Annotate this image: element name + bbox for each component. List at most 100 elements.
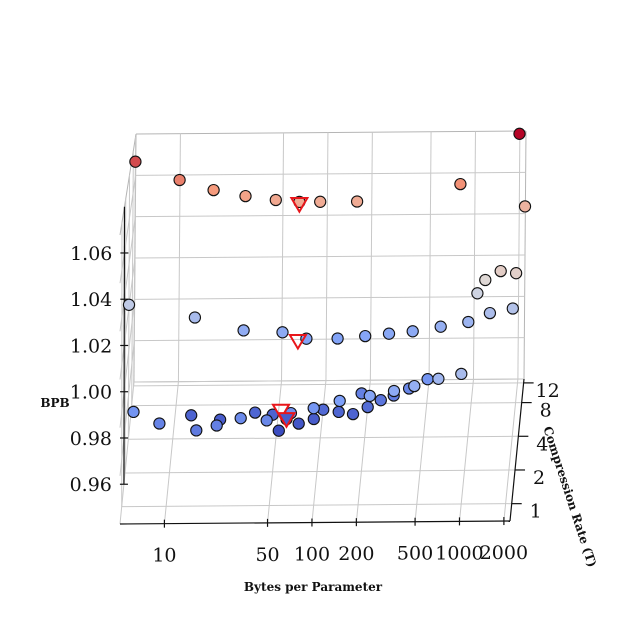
- y-floor-gridline: [128, 435, 519, 440]
- tick-labels: 10 50 100 200 500 100020001248120.960.981.001…: [70, 243, 560, 567]
- data-point: [361, 400, 374, 414]
- z-back-gridline: [134, 295, 525, 300]
- data-point: [455, 367, 468, 381]
- data-point: [382, 327, 396, 340]
- data-point: [234, 412, 247, 425]
- y-floor-gridline: [133, 382, 524, 387]
- data-point: [314, 195, 327, 208]
- data-point: [237, 324, 250, 337]
- data-point: [434, 320, 447, 333]
- z-left-gridline: [119, 175, 137, 284]
- minima-markers: [271, 197, 310, 429]
- data-point: [292, 417, 305, 430]
- data-point: [406, 325, 419, 338]
- z-tick-label: 1.02: [70, 335, 112, 357]
- data-point: [207, 183, 220, 197]
- x-tick-label: 1000: [435, 542, 483, 564]
- data-point: [239, 189, 252, 203]
- z-tick-label: 1.00: [70, 382, 112, 404]
- data-point: [188, 311, 202, 324]
- data-point: [122, 298, 136, 311]
- x-tick-label: 100: [294, 544, 330, 566]
- z-tick-label: 0.98: [70, 428, 112, 450]
- data-point: [269, 193, 282, 207]
- data-point: [454, 177, 467, 191]
- data-point: [346, 407, 360, 421]
- data-point: [483, 306, 497, 320]
- y-tick-label: 12: [536, 380, 560, 402]
- y-tick-label: 8: [540, 400, 552, 422]
- minimum-marker: [289, 197, 310, 214]
- y-tick-label: 4: [536, 433, 548, 455]
- data-point: [509, 267, 523, 280]
- data-point: [248, 406, 262, 419]
- data-point: [408, 379, 421, 393]
- y-tick-label: 2: [533, 467, 545, 489]
- data-point: [374, 394, 387, 407]
- z-back-gridline: [135, 171, 526, 176]
- y-tick-label: 1: [530, 501, 542, 523]
- minimum-marker: [271, 403, 291, 421]
- z-back-gridline: [134, 254, 526, 259]
- back-top-edge: [135, 130, 527, 135]
- data-point: [173, 173, 186, 187]
- x-tick-label: 50: [255, 544, 279, 566]
- x-floor-gridline: [458, 379, 474, 522]
- grid-lines: [119, 131, 526, 525]
- data-point: [479, 273, 492, 287]
- data-point: [331, 332, 344, 345]
- x-floor-gridline: [311, 380, 327, 523]
- minimum-marker: [276, 412, 297, 429]
- z-left-gridline: [119, 216, 136, 332]
- z-back-gridline: [135, 213, 526, 218]
- x-floor-gridline: [414, 379, 430, 522]
- x-tick-label: 2000: [480, 542, 528, 564]
- x-floor-gridline: [163, 381, 179, 524]
- data-point: [471, 287, 484, 300]
- data-point: [506, 302, 519, 315]
- data-point: [190, 424, 203, 437]
- y-axis-label: Compression Rate (T): [540, 425, 599, 569]
- z-back-gridline: [134, 337, 525, 342]
- y-floor-gridline: [121, 503, 512, 508]
- z-left-gridline: [119, 340, 135, 476]
- x-axis-label: Bytes per Parameter: [244, 580, 383, 594]
- data-point: [276, 326, 289, 339]
- data-point: [210, 419, 223, 432]
- data-point: [260, 414, 273, 427]
- data-point: [185, 409, 198, 422]
- data-point: [462, 315, 475, 329]
- data-point: [307, 412, 320, 426]
- data-point: [332, 405, 345, 419]
- z-tick-label: 1.04: [70, 289, 112, 311]
- minimum-marker: [288, 333, 308, 351]
- data-point: [387, 384, 401, 398]
- x-tick-label: 500: [397, 543, 433, 565]
- z-tick-label: 1.06: [70, 243, 112, 265]
- y-floor-gridline: [131, 402, 522, 407]
- z-left-gridline: [119, 299, 136, 428]
- z-left-gridline: [119, 257, 136, 380]
- z-left-gridline: [119, 381, 135, 525]
- data-point: [333, 394, 346, 408]
- z-back-gridline: [133, 378, 525, 383]
- y-floor-gridline: [125, 469, 516, 474]
- z-tick-label: 0.96: [70, 474, 112, 496]
- axis-lines: [119, 206, 525, 525]
- data-point: [518, 200, 532, 213]
- data-point: [363, 389, 376, 403]
- data-point: [421, 373, 434, 386]
- data-point: [350, 195, 364, 208]
- data-point: [359, 329, 372, 343]
- x-axis-line: [119, 520, 511, 525]
- data-point: [129, 155, 142, 168]
- x-floor-gridline: [267, 380, 283, 523]
- x-tick-label: 200: [338, 543, 374, 565]
- x-floor-gridline: [503, 378, 519, 522]
- y-axis-line: [509, 378, 525, 522]
- z-axis-label: BPB: [40, 396, 69, 410]
- data-point: [127, 405, 140, 419]
- data-point: [153, 417, 166, 430]
- data-point: [432, 372, 445, 385]
